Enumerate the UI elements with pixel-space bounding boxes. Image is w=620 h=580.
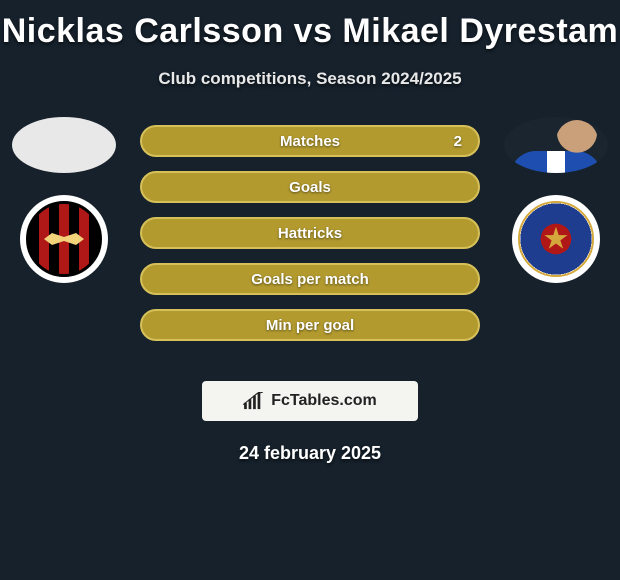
star-icon: ★ [543, 222, 570, 257]
right-column: ★ [500, 117, 612, 283]
stat-label: Hattricks [278, 225, 342, 242]
comparison-area: ★ Matches 2 Goals Hattricks Goals per ma… [0, 117, 620, 357]
snapshot-date: 24 february 2025 [0, 443, 620, 464]
bars-chart-icon [243, 392, 265, 410]
club-badge-right: ★ [512, 195, 600, 283]
handshake-icon [44, 229, 84, 249]
branding-badge: FcTables.com [202, 381, 418, 421]
branding-text: FcTables.com [271, 392, 377, 410]
stat-label: Min per goal [266, 317, 354, 334]
stat-label: Goals [289, 179, 331, 196]
stat-bar-matches: Matches 2 [140, 125, 480, 157]
stat-label: Goals per match [251, 271, 369, 288]
club-badge-right-inner: ★ [518, 201, 594, 277]
subtitle: Club competitions, Season 2024/2025 [0, 69, 620, 89]
stat-bar-min-per-goal: Min per goal [140, 309, 480, 341]
club-badge-left-inner [26, 201, 102, 277]
stat-bar-hattricks: Hattricks [140, 217, 480, 249]
stat-bar-goals: Goals [140, 171, 480, 203]
left-column [8, 117, 120, 283]
club-badge-left [20, 195, 108, 283]
face-icon [556, 120, 598, 162]
page-title: Nicklas Carlsson vs Mikael Dyrestam [0, 0, 620, 51]
stat-label: Matches [280, 133, 340, 150]
stat-value-right: 2 [454, 133, 462, 150]
player-avatar-right [504, 117, 608, 173]
stat-bar-goals-per-match: Goals per match [140, 263, 480, 295]
player-avatar-left [12, 117, 116, 173]
stat-bars: Matches 2 Goals Hattricks Goals per matc… [140, 125, 480, 341]
